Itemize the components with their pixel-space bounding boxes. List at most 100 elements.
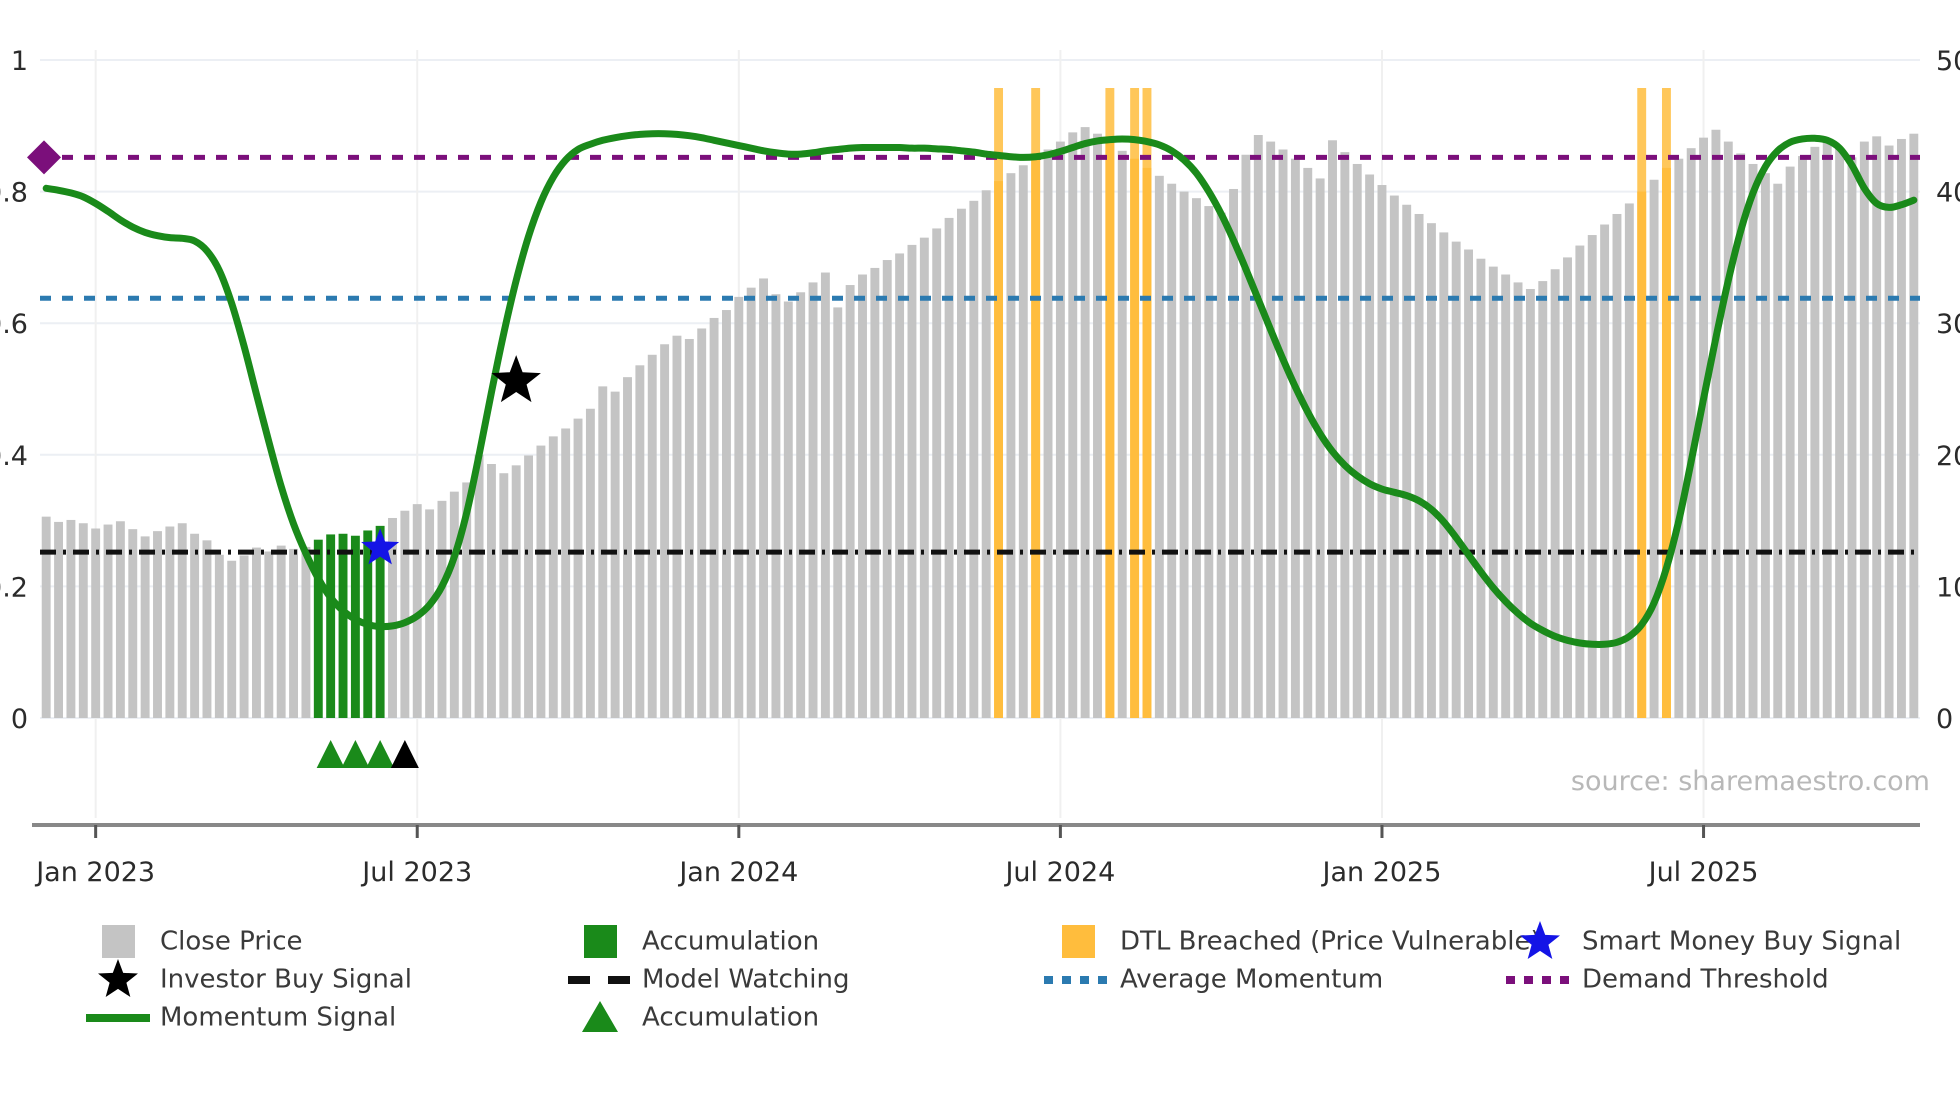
left-y-tick-label: 0.2 bbox=[0, 572, 28, 603]
dtl-price-bar bbox=[1130, 158, 1140, 718]
accumulation-bar bbox=[338, 533, 348, 718]
close-price-bar bbox=[1711, 129, 1721, 719]
legend-square-icon bbox=[1062, 925, 1095, 958]
close-price-bar bbox=[610, 391, 620, 718]
close-price-bar bbox=[202, 540, 212, 718]
close-price-bar bbox=[449, 491, 459, 718]
close-price-bar bbox=[1216, 212, 1226, 718]
close-price-bar bbox=[870, 267, 880, 718]
right-y-tick-label: 3000 bbox=[1936, 309, 1960, 340]
close-price-bar bbox=[103, 524, 113, 718]
close-price-bar bbox=[1080, 127, 1090, 719]
close-price-bar bbox=[1426, 223, 1436, 718]
close-price-bar bbox=[1476, 258, 1486, 718]
close-price-bar bbox=[276, 545, 286, 718]
close-price-bar bbox=[165, 526, 175, 718]
dtl-price-bar bbox=[1031, 157, 1041, 718]
x-tick-label: Jan 2025 bbox=[1321, 857, 1442, 888]
close-price-bar bbox=[301, 546, 311, 718]
close-price-bar bbox=[1377, 185, 1387, 718]
close-price-bar bbox=[1896, 138, 1906, 718]
close-price-bar bbox=[932, 228, 942, 718]
legend-label: DTL Breached (Price Vulnerable) bbox=[1120, 927, 1541, 957]
close-price-bar bbox=[1093, 133, 1102, 719]
close-price-bar bbox=[1167, 183, 1177, 719]
close-price-bar bbox=[1699, 137, 1709, 719]
close-price-bar bbox=[1748, 163, 1758, 719]
close-price-bar bbox=[1414, 213, 1424, 719]
dtl-price-bar bbox=[1142, 167, 1152, 719]
close-price-bar bbox=[1055, 141, 1065, 719]
close-price-bar bbox=[54, 521, 64, 718]
legend-item[interactable]: Average Momentum bbox=[1044, 965, 1383, 995]
legend-label: Smart Money Buy Signal bbox=[1582, 927, 1901, 957]
close-price-bar bbox=[1600, 224, 1610, 718]
close-price-bar bbox=[623, 377, 632, 718]
close-price-bar bbox=[1464, 249, 1474, 718]
close-price-bar bbox=[1303, 167, 1313, 719]
close-price-bar bbox=[264, 551, 274, 718]
close-price-bar bbox=[1117, 150, 1127, 718]
legend-item[interactable]: Accumulation bbox=[582, 1001, 819, 1033]
close-price-bar bbox=[1006, 173, 1016, 718]
close-price-bar bbox=[1587, 235, 1597, 718]
close-price-bar bbox=[820, 272, 830, 718]
close-price-bar bbox=[1525, 288, 1535, 718]
legend-label: Demand Threshold bbox=[1582, 965, 1829, 995]
close-price-bar bbox=[153, 531, 162, 718]
accumulation-triangle-icon bbox=[390, 740, 419, 768]
close-price-bar bbox=[66, 519, 76, 718]
left-y-tick-label: 0.6 bbox=[0, 309, 28, 340]
close-price-bar bbox=[919, 237, 929, 718]
close-price-bar bbox=[1575, 245, 1585, 718]
legend-label: Investor Buy Signal bbox=[160, 965, 412, 995]
close-price-bar bbox=[561, 428, 571, 718]
dtl-price-bar bbox=[1637, 191, 1647, 719]
threshold-lines bbox=[27, 140, 1920, 555]
close-price-bar bbox=[1352, 163, 1362, 719]
close-price-bar bbox=[388, 517, 397, 718]
legend-item[interactable]: Investor Buy Signal bbox=[98, 959, 412, 997]
close-price-bar bbox=[1365, 174, 1375, 718]
close-price-bar bbox=[1043, 149, 1053, 718]
close-price-bar bbox=[1773, 183, 1783, 719]
right-y-tick-label: 4000 bbox=[1936, 178, 1960, 209]
accumulation-bar bbox=[375, 525, 385, 718]
legend-item[interactable]: Close Price bbox=[102, 925, 303, 958]
close-price-bar bbox=[734, 296, 744, 718]
legend-label: Average Momentum bbox=[1120, 965, 1383, 995]
momentum-signal-path bbox=[42, 130, 1918, 649]
close-price-bar bbox=[227, 560, 237, 718]
close-price-bar bbox=[1538, 281, 1548, 718]
close-price-bar bbox=[1488, 266, 1498, 718]
legend-item[interactable]: Demand Threshold bbox=[1506, 965, 1829, 995]
close-price-bar bbox=[140, 536, 150, 718]
close-price-bar bbox=[412, 504, 422, 718]
legend-square-icon bbox=[584, 925, 617, 958]
dtl-price-bar bbox=[994, 181, 1004, 718]
legend-triangle-icon bbox=[582, 1001, 618, 1032]
close-price-bar bbox=[1451, 241, 1461, 718]
legend-item[interactable]: Smart Money Buy Signal bbox=[1520, 921, 1901, 959]
legend-item[interactable]: DTL Breached (Price Vulnerable) bbox=[1062, 925, 1541, 958]
close-price-bar bbox=[1068, 132, 1078, 718]
close-price-bar bbox=[1785, 166, 1795, 718]
legend-item[interactable]: Accumulation bbox=[584, 925, 819, 958]
accumulation-triangle-icon bbox=[341, 740, 370, 768]
close-price-bar bbox=[783, 301, 793, 718]
legend-star-icon bbox=[1520, 921, 1560, 959]
legend-item[interactable]: Model Watching bbox=[568, 965, 849, 995]
legend-label: Model Watching bbox=[642, 965, 849, 995]
close-price-bar bbox=[833, 307, 843, 718]
legend-item[interactable]: Momentum Signal bbox=[86, 1003, 396, 1033]
close-price-bar bbox=[1847, 157, 1857, 718]
close-price-bar bbox=[128, 529, 138, 718]
legend-label: Momentum Signal bbox=[160, 1003, 396, 1033]
close-price-bar bbox=[177, 523, 187, 718]
close-price-bar bbox=[845, 285, 855, 718]
close-price-bar bbox=[709, 317, 719, 718]
close-price-bar bbox=[771, 294, 781, 718]
close-price-bar bbox=[672, 335, 682, 718]
